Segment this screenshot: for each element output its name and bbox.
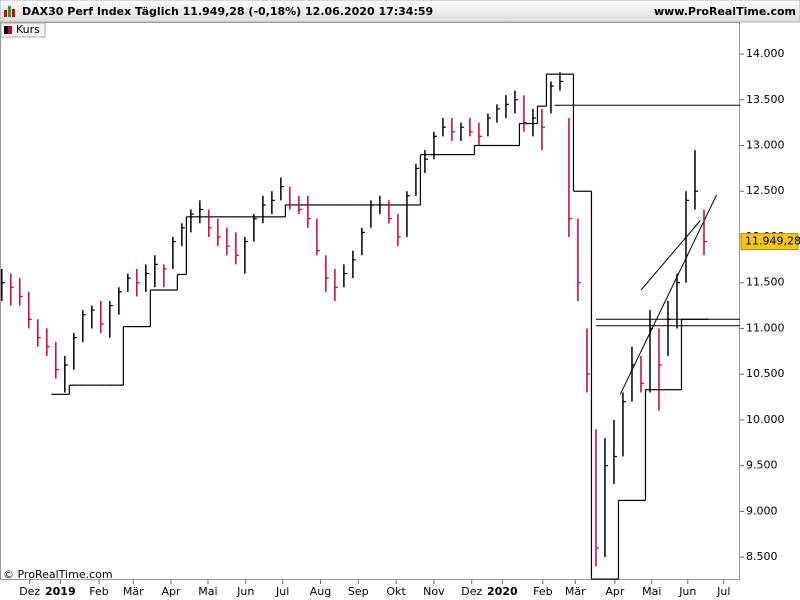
x-tick-label: Jul bbox=[716, 585, 730, 598]
x-tick-label: 2020 bbox=[487, 585, 518, 598]
y-tick-label: 9.000 bbox=[746, 504, 778, 517]
x-tick-label: Apr bbox=[605, 585, 625, 598]
x-tick-label: Okt bbox=[386, 585, 406, 598]
x-tick-label: 2019 bbox=[45, 585, 76, 598]
y-tick-label: 11.000 bbox=[746, 321, 785, 334]
plot-area bbox=[0, 22, 740, 580]
price-marker bbox=[740, 233, 799, 251]
x-tick-label: Mai bbox=[642, 585, 661, 598]
x-tick-label: Dez bbox=[19, 585, 40, 598]
x-tick-label: Aug bbox=[310, 585, 331, 598]
copyright: © ProRealTime.com bbox=[3, 568, 113, 581]
x-tick-label: Feb bbox=[89, 585, 108, 598]
chart-title: DAX30 Perf Index Täglich 11.949,28 (-0,1… bbox=[22, 5, 433, 18]
price-marker-label: 11.949,28 bbox=[745, 235, 800, 248]
x-tick-label: Feb bbox=[533, 585, 552, 598]
legend: Kurs bbox=[0, 22, 46, 38]
x-tick-label: Jun bbox=[678, 585, 696, 598]
trendline bbox=[640, 220, 701, 291]
y-tick-label: 12.500 bbox=[746, 184, 785, 197]
website[interactable]: www.ProRealTime.com bbox=[654, 5, 796, 18]
x-tick-label: Mär bbox=[565, 585, 586, 598]
x-tick-label: Apr bbox=[162, 585, 182, 598]
legend-label: Kurs bbox=[16, 23, 40, 36]
y-tick-label: 10.500 bbox=[746, 367, 785, 380]
x-tick-label: Jul bbox=[275, 585, 289, 598]
y-tick-label: 13.500 bbox=[746, 93, 785, 106]
x-tick-label: Dez bbox=[461, 585, 482, 598]
x-tick-label: Nov bbox=[423, 585, 445, 598]
y-tick-label: 8.500 bbox=[746, 550, 778, 563]
header-icon bbox=[4, 6, 15, 17]
x-tick-label: Mai bbox=[198, 585, 217, 598]
x-tick-label: Jun bbox=[236, 585, 254, 598]
y-tick-label: 9.500 bbox=[746, 459, 778, 472]
y-tick-label: 14.000 bbox=[746, 47, 785, 60]
y-tick-label: 10.000 bbox=[746, 413, 785, 426]
x-tick-label: Mär bbox=[123, 585, 144, 598]
trendline bbox=[619, 194, 718, 395]
y-tick-label: 13.000 bbox=[746, 138, 785, 151]
y-tick-label: 11.500 bbox=[746, 276, 785, 289]
x-tick-label: Sep bbox=[348, 585, 369, 598]
